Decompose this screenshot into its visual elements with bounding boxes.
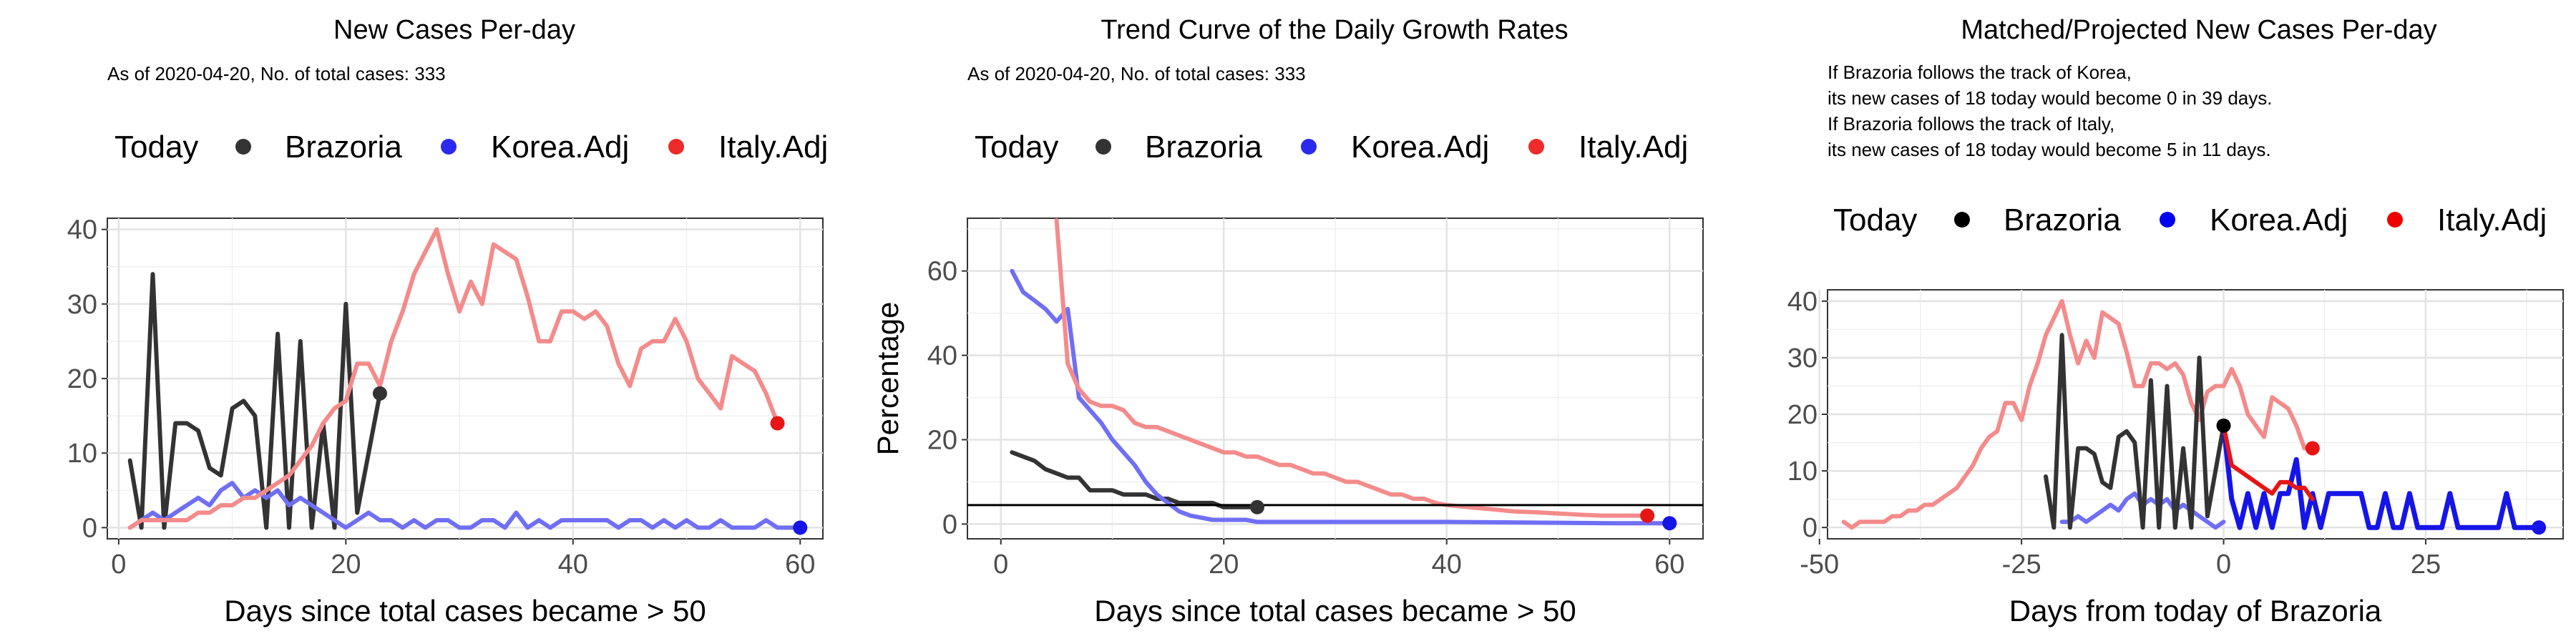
x-tick-label: 40 xyxy=(1432,550,1462,580)
y-tick-label: 10 xyxy=(1787,457,1818,487)
y-tick-label: 20 xyxy=(67,364,97,394)
chart-subtitle-line-1: If Brazoria follows the track of Korea, xyxy=(1828,62,2132,83)
y-tick-label: 0 xyxy=(1802,513,1818,543)
y-tick-label: 30 xyxy=(67,290,97,320)
legend-label-korea: Korea.Adj xyxy=(2210,203,2348,238)
series-line-brazoria xyxy=(2044,333,2226,530)
today-point-korea-adj xyxy=(1662,516,1677,531)
today-points xyxy=(1249,499,1677,531)
legend-label-brazoria: Brazoria xyxy=(2004,203,2121,238)
panel-new-cases: New Cases Per-day As of 2020-04-20, No. … xyxy=(67,15,829,628)
legend-marker-brazoria xyxy=(1954,212,1970,228)
y-axis-ticks: 0 10 20 30 40 xyxy=(1787,287,1828,543)
y-axis-ticks: 0 20 40 60 xyxy=(927,257,967,540)
legend-label-brazoria: Brazoria xyxy=(285,130,402,165)
chart-subtitle: As of 2020-04-20, No. of total cases: 33… xyxy=(107,63,446,84)
legend-label-korea: Korea.Adj xyxy=(1351,130,1489,165)
y-tick-label: 40 xyxy=(927,341,957,371)
x-tick-label: 0 xyxy=(111,550,126,580)
legend-label-brazoria: Brazoria xyxy=(1145,130,1262,165)
x-axis-label: Days since total cases became > 50 xyxy=(1094,594,1576,628)
legend-marker-korea xyxy=(441,139,457,155)
legend-marker-korea xyxy=(2160,212,2175,228)
today-point-brazoria xyxy=(2216,418,2231,433)
y-tick-label: 60 xyxy=(927,257,957,287)
today-points xyxy=(372,386,808,535)
legend-marker-italy xyxy=(668,139,684,155)
y-axis-label: Percentage xyxy=(871,302,904,456)
series-lines xyxy=(967,218,1703,526)
legend-marker-brazoria xyxy=(1096,139,1111,155)
legend-label-italy: Italy.Adj xyxy=(2437,203,2547,238)
series-line-korea-adj xyxy=(127,480,803,530)
today-points xyxy=(2216,418,2547,535)
chart-subtitle: As of 2020-04-20, No. of total cases: 33… xyxy=(967,63,1306,84)
legend-title: Today xyxy=(975,130,1058,165)
today-point-korea-adj xyxy=(793,520,808,535)
series-line-italy-adj xyxy=(127,227,780,530)
panel-growth-rates: Trend Curve of the Daily Growth Rates As… xyxy=(871,15,1704,628)
today-point-italy-adj xyxy=(2305,441,2320,456)
legend: Today Brazoria Korea.Adj Italy.Adj xyxy=(975,130,1688,165)
chart-subtitle-line-4: its new cases of 18 today would become 5… xyxy=(1828,139,2271,160)
x-tick-label: 20 xyxy=(331,550,361,580)
x-axis-ticks: 0 20 40 60 xyxy=(993,539,1684,580)
y-tick-label: 20 xyxy=(927,425,957,455)
y-tick-label: 0 xyxy=(82,513,97,543)
x-axis-ticks: 0 20 40 60 xyxy=(111,539,815,580)
series-line-korea-adj-projected xyxy=(2221,423,2542,530)
chart-title: New Cases Per-day xyxy=(333,15,575,45)
x-tick-label: -25 xyxy=(2002,550,2041,580)
today-point-korea-adj xyxy=(2532,520,2547,535)
legend-marker-brazoria xyxy=(235,139,251,155)
panel-projected: Matched/Projected New Cases Per-day If B… xyxy=(1787,15,2564,628)
legend-label-italy: Italy.Adj xyxy=(718,130,828,165)
series-lines xyxy=(1841,298,2542,530)
y-tick-label: 40 xyxy=(1787,287,1818,317)
chart-title: Matched/Projected New Cases Per-day xyxy=(1961,15,2436,45)
legend: Today Brazoria Korea.Adj Italy.Adj xyxy=(114,130,828,165)
y-tick-label: 30 xyxy=(1787,343,1818,374)
y-tick-label: 40 xyxy=(67,215,97,245)
series-line-italy-adj xyxy=(1054,218,1650,518)
y-axis-ticks: 0 10 20 30 40 xyxy=(67,215,107,543)
series-lines xyxy=(127,227,803,530)
legend-marker-italy xyxy=(1528,139,1544,155)
x-tick-label: 20 xyxy=(1209,550,1239,580)
x-tick-label: 60 xyxy=(785,550,815,580)
x-axis-label: Days from today of Brazoria xyxy=(2009,594,2382,628)
legend: Today Brazoria Korea.Adj Italy.Adj xyxy=(1833,203,2547,238)
series-line-brazoria xyxy=(127,272,382,530)
legend-marker-italy xyxy=(2387,212,2403,228)
today-point-brazoria xyxy=(1249,499,1264,514)
grid xyxy=(107,218,823,539)
legend-title: Today xyxy=(114,130,198,165)
chart-subtitle-line-3: If Brazoria follows the track of Italy, xyxy=(1828,113,2114,135)
chart-subtitle-line-2: its new cases of 18 today would become 0… xyxy=(1828,87,2272,109)
x-axis-label: Days since total cases became > 50 xyxy=(224,594,706,628)
x-tick-label: 25 xyxy=(2411,550,2441,580)
today-point-italy-adj xyxy=(770,416,785,431)
x-axis-ticks: -50 -25 0 25 xyxy=(1800,539,2441,580)
y-tick-label: 0 xyxy=(942,509,957,540)
y-tick-label: 20 xyxy=(1787,400,1818,430)
chart-title: Trend Curve of the Daily Growth Rates xyxy=(1101,15,1568,45)
x-tick-label: 0 xyxy=(993,550,1008,580)
legend-marker-korea xyxy=(1301,139,1317,155)
y-tick-label: 10 xyxy=(67,439,97,469)
x-tick-label: -50 xyxy=(1800,550,1839,580)
series-line-italy-adj-projected xyxy=(2221,423,2315,502)
legend-label-italy: Italy.Adj xyxy=(1579,130,1688,165)
today-point-italy-adj xyxy=(1640,508,1655,523)
x-tick-label: 60 xyxy=(1654,550,1684,580)
series-line-italy-adj xyxy=(1841,298,2315,530)
x-tick-label: 0 xyxy=(2216,550,2231,580)
legend-label-korea: Korea.Adj xyxy=(491,130,629,165)
legend-title: Today xyxy=(1833,203,1917,238)
x-tick-label: 40 xyxy=(558,550,588,580)
today-point-brazoria xyxy=(372,386,387,401)
